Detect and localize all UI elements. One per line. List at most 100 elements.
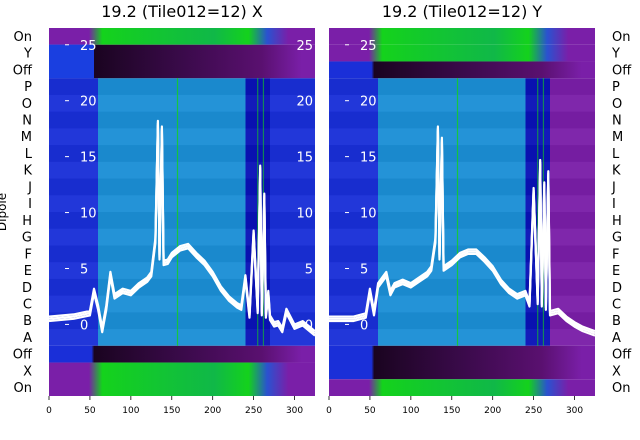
heatmap-row: [329, 128, 595, 146]
row-label: L: [25, 147, 33, 162]
overlay-ytick-label: 10: [80, 207, 97, 222]
overlay-ytick-label: 15: [80, 151, 97, 166]
row-label: E: [24, 264, 32, 279]
heatmap-row: [329, 195, 595, 212]
row-label: K: [23, 164, 32, 179]
overlay-ytick-label: 20: [360, 95, 377, 110]
row-label: L: [612, 147, 620, 162]
row-label: P: [24, 80, 32, 95]
heatmap-row: [329, 312, 595, 330]
row-label: X: [23, 364, 32, 379]
heatmap-row: [329, 111, 595, 129]
xtick-label: 0: [326, 406, 332, 416]
xtick-label: 0: [46, 406, 52, 416]
row-label: J: [611, 180, 616, 195]
overlay-ytick-label: 15: [360, 151, 377, 166]
heatmap-row: [329, 212, 595, 229]
heatmap-row: [49, 329, 315, 346]
xtick-label: 150: [163, 406, 180, 416]
heatmap-row: [49, 295, 315, 313]
row-label: M: [21, 130, 32, 145]
row-label: On: [612, 381, 630, 396]
overlay-ytick-label: 20: [80, 95, 97, 110]
row-label: H: [22, 214, 32, 229]
heatmap-row: [329, 262, 595, 279]
overlay-ytick-label: 25: [360, 39, 377, 54]
xtick-label: 100: [122, 406, 139, 416]
heatmap-row: [49, 161, 315, 179]
row-label: D: [22, 281, 32, 296]
overlay-ytick-label-right: 25: [296, 39, 313, 54]
overlay-ytick-label: 25: [80, 39, 97, 54]
row-label: H: [612, 214, 622, 229]
row-label: J: [27, 180, 32, 195]
heatmap-row: [49, 195, 315, 212]
heatmap-row: [49, 128, 315, 146]
xtick-label: 100: [402, 406, 419, 416]
heatmap-row: [49, 212, 315, 229]
heatmap-row: [329, 161, 595, 179]
heatmap-row: [329, 178, 595, 196]
panel-title: 19.2 (Tile012=12) X: [101, 2, 263, 21]
row-label: P: [612, 80, 620, 95]
row-label: G: [612, 231, 622, 246]
xtick-label: 50: [364, 406, 376, 416]
heatmap-row: [49, 262, 315, 279]
row-label: M: [612, 130, 623, 145]
heatmap-row: [329, 78, 595, 95]
heatmap-row: [49, 228, 315, 246]
row-label: Off: [13, 348, 33, 363]
row-label: Y: [611, 47, 620, 62]
overlay-ytick-label: 0: [360, 318, 368, 333]
row-label: I: [28, 197, 32, 212]
xtick-label: 250: [245, 406, 262, 416]
heatmap-row: [49, 178, 315, 196]
row-label: E: [612, 264, 620, 279]
heatmap-y-off-left: [49, 44, 95, 79]
row-label: O: [612, 97, 622, 112]
overlay-ytick-label-right: 10: [296, 207, 313, 222]
heatmap-on-row: [49, 28, 315, 45]
row-label: F: [25, 247, 32, 262]
heatmap-row: [329, 329, 595, 346]
heatmap-y-row: [329, 44, 595, 62]
row-label: C: [612, 298, 621, 313]
overlay-ytick-label: 10: [360, 207, 377, 222]
row-label: B: [612, 314, 621, 329]
heatmap-on-row-bottom: [329, 379, 595, 396]
overlay-series-line: [48, 124, 316, 337]
overlay-series-line: [329, 129, 596, 337]
xtick-label: 250: [525, 406, 542, 416]
row-label: O: [22, 97, 32, 112]
heatmap-row: [49, 111, 315, 129]
row-label: K: [612, 164, 621, 179]
row-label: Off: [13, 63, 33, 78]
xtick-label: 150: [443, 406, 460, 416]
row-label: Off: [612, 348, 632, 363]
overlay-ytick-label: 5: [80, 262, 88, 277]
row-label: X: [612, 364, 621, 379]
row-label: A: [612, 331, 621, 346]
heatmap-off-row: [329, 61, 595, 79]
panel-title: 19.2 (Tile012=12) Y: [382, 2, 543, 21]
row-label: G: [22, 231, 32, 246]
heatmap-row: [329, 228, 595, 246]
xtick-label: 300: [566, 406, 583, 416]
row-label: Y: [23, 47, 32, 62]
overlay-ytick-label: 5: [360, 262, 368, 277]
ylabel: Dipole: [0, 193, 9, 231]
heatmap-off-x-rows: [329, 345, 595, 380]
xtick-label: 200: [484, 406, 501, 416]
row-label: On: [14, 381, 32, 396]
heatmap-row: [329, 94, 595, 112]
heatmap-row: [329, 145, 595, 162]
row-label: N: [612, 114, 622, 129]
heatmap-x-on-rows: [49, 362, 315, 396]
xtick-label: 300: [286, 406, 303, 416]
row-label: N: [22, 114, 32, 129]
row-label: On: [612, 30, 630, 45]
overlay-ytick-label-right: 20: [296, 95, 313, 110]
overlay-ytick-label-right: 0: [305, 318, 313, 333]
